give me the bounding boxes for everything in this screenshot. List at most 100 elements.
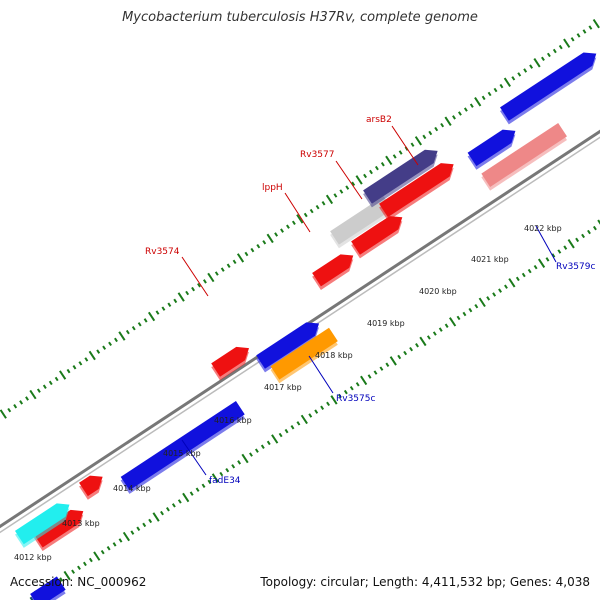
inner-tick	[112, 542, 117, 547]
gene-label-fadE34: fadE34	[209, 476, 241, 486]
inner-tick	[587, 229, 591, 235]
feature-Rv3577	[351, 216, 403, 255]
outer-tick	[481, 95, 486, 101]
outer-tick	[325, 194, 334, 205]
inner-tick	[415, 343, 419, 348]
kbp-label: 4019 kbp	[367, 319, 405, 328]
inner-tick	[504, 284, 508, 289]
outer-tick	[155, 310, 160, 315]
inner-tick	[171, 503, 176, 508]
outer-tick	[54, 376, 59, 382]
inner-tick	[486, 296, 491, 301]
gene-label-lppH: lppH	[262, 183, 283, 193]
outer-tick	[118, 331, 126, 341]
outer-tick	[226, 263, 231, 268]
outer-tick	[374, 165, 379, 171]
inner-tick	[419, 336, 427, 347]
feature-lppH	[312, 254, 354, 287]
inner-tick	[337, 393, 342, 399]
inner-tick	[241, 453, 249, 464]
outer-tick	[469, 103, 474, 108]
kbp-label: 4015 kbp	[163, 449, 201, 458]
inner-tick	[373, 370, 378, 375]
inner-tick	[271, 434, 279, 444]
inner-tick	[432, 331, 437, 336]
inner-tick	[219, 471, 224, 477]
outer-tick	[309, 208, 314, 214]
outer-tick	[280, 228, 284, 233]
gene-connector-lppH	[284, 192, 311, 233]
gene-label-Rv3579c: Rv3579c	[556, 262, 595, 272]
outer-tick	[250, 247, 255, 253]
inner-tick	[563, 245, 568, 250]
outer-tick	[185, 290, 190, 296]
inner-tick	[201, 483, 206, 489]
map-title: Mycobacterium tuberculosis H37Rv, comple…	[122, 10, 478, 25]
outer-tick	[137, 322, 142, 327]
outer-tick	[414, 136, 423, 146]
inner-tick	[360, 375, 368, 386]
inner-tick	[567, 239, 575, 249]
feature-arsB2	[363, 149, 438, 204]
inner-tick	[254, 448, 259, 453]
inner-tick	[122, 531, 131, 542]
inner-tick	[557, 249, 562, 254]
outer-tick	[36, 388, 41, 393]
outer-tick	[380, 162, 385, 167]
inner-tick	[403, 350, 408, 356]
outer-tick	[108, 341, 112, 347]
inner-tick	[300, 414, 308, 425]
gene-labels: Rv3574 lppH Rv3577 arsB2 fadE34 Rv3575c Rv3579…	[145, 115, 595, 486]
outer-tick	[291, 220, 296, 226]
inner-tick	[320, 405, 325, 410]
outer-tick	[125, 329, 130, 335]
outer-tick	[458, 111, 462, 116]
inner-tick	[389, 356, 397, 366]
inner-tick	[88, 557, 93, 563]
feature-Rv3575c	[270, 327, 338, 380]
feature-blue-r1	[467, 129, 516, 167]
outer-tick	[131, 325, 136, 331]
inner-tick	[438, 327, 443, 332]
outer-tick	[286, 224, 290, 229]
inner-tick	[521, 272, 526, 278]
inner-tick	[474, 303, 479, 309]
feature-minus-left	[30, 576, 66, 600]
inner-tick	[148, 518, 153, 524]
outer-tick	[570, 37, 575, 42]
inner-tick	[355, 382, 360, 387]
outer-tick	[96, 349, 101, 354]
inner-tick	[314, 409, 319, 414]
inner-tick	[266, 440, 271, 446]
feature-red-1	[33, 509, 84, 548]
outer-tick	[452, 115, 456, 120]
outer-tick	[493, 87, 498, 93]
inner-tick	[349, 385, 354, 391]
outer-tick	[84, 357, 89, 362]
outer-tick	[499, 83, 504, 89]
outer-tick	[303, 212, 308, 218]
gene-label-Rv3577: Rv3577	[300, 150, 334, 160]
outer-tick	[19, 400, 24, 405]
feature-blue-r2	[500, 52, 597, 121]
kbp-label: 4016 kbp	[214, 416, 252, 425]
outer-tick	[236, 253, 245, 263]
outer-tick	[392, 154, 397, 159]
inner-tick	[545, 257, 550, 262]
outer-tick	[487, 91, 492, 97]
outer-tick	[552, 48, 557, 54]
inner-tick	[290, 425, 295, 430]
feature-red-2	[79, 475, 103, 497]
inner-tick	[449, 317, 457, 327]
outer-tick	[422, 134, 427, 140]
outer-tick	[274, 232, 279, 237]
outer-tick	[339, 189, 344, 194]
inner-tick	[379, 366, 384, 371]
outer-tick	[355, 175, 363, 185]
outer-tick	[48, 380, 53, 386]
outer-tick	[72, 365, 77, 370]
gene-label-arsB2: arsB2	[366, 115, 392, 125]
inner-tick	[409, 346, 414, 352]
outer-tick	[147, 311, 156, 322]
inner-tick	[130, 530, 135, 535]
